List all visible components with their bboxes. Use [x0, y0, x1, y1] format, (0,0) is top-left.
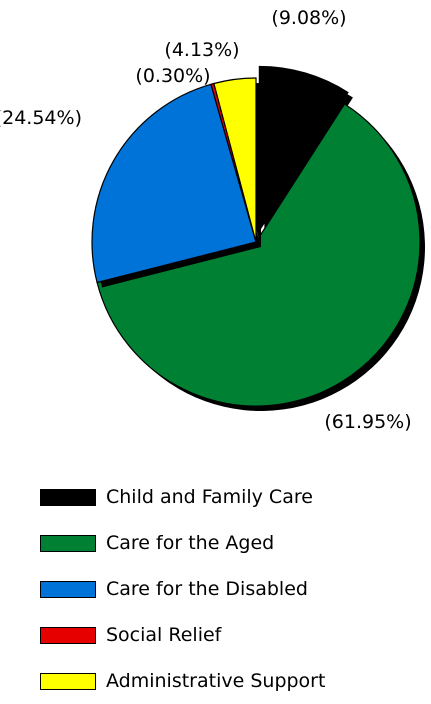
legend-item-child-and-family-care: Child and Family Care	[40, 474, 325, 520]
legend-label: Care for the Disabled	[106, 578, 308, 600]
pie-chart: (9.08%) (61.95%) (24.54%) (0.30%) (4.13%)	[0, 7, 425, 433]
legend: Child and Family Care Care for the Aged …	[40, 474, 325, 704]
legend-item-care-for-the-disabled: Care for the Disabled	[40, 566, 325, 612]
pie-slice-administrative-support	[213, 77, 257, 243]
legend-item-care-for-the-aged: Care for the Aged	[40, 520, 325, 566]
legend-swatch	[40, 672, 96, 690]
data-label: (4.13%)	[164, 39, 239, 61]
data-label: (61.95%)	[324, 411, 411, 433]
data-label: (9.08%)	[271, 7, 346, 29]
legend-swatch	[40, 488, 96, 506]
data-label: (24.54%)	[0, 107, 82, 129]
legend-label: Administrative Support	[106, 670, 326, 692]
data-label: (0.30%)	[135, 65, 210, 87]
legend-item-administrative-support: Administrative Support	[40, 658, 325, 704]
pie-slice-child-and-family-care	[258, 65, 349, 233]
pie-slice-care-for-the-disabled	[91, 83, 257, 284]
legend-swatch	[40, 534, 96, 552]
legend-swatch	[40, 626, 96, 644]
legend-swatch	[40, 580, 96, 598]
pie-slice-care-for-the-aged	[96, 103, 421, 407]
legend-label: Social Relief	[106, 624, 222, 646]
legend-item-social-relief: Social Relief	[40, 612, 325, 658]
legend-label: Care for the Aged	[106, 532, 275, 554]
legend-label: Child and Family Care	[106, 486, 313, 508]
